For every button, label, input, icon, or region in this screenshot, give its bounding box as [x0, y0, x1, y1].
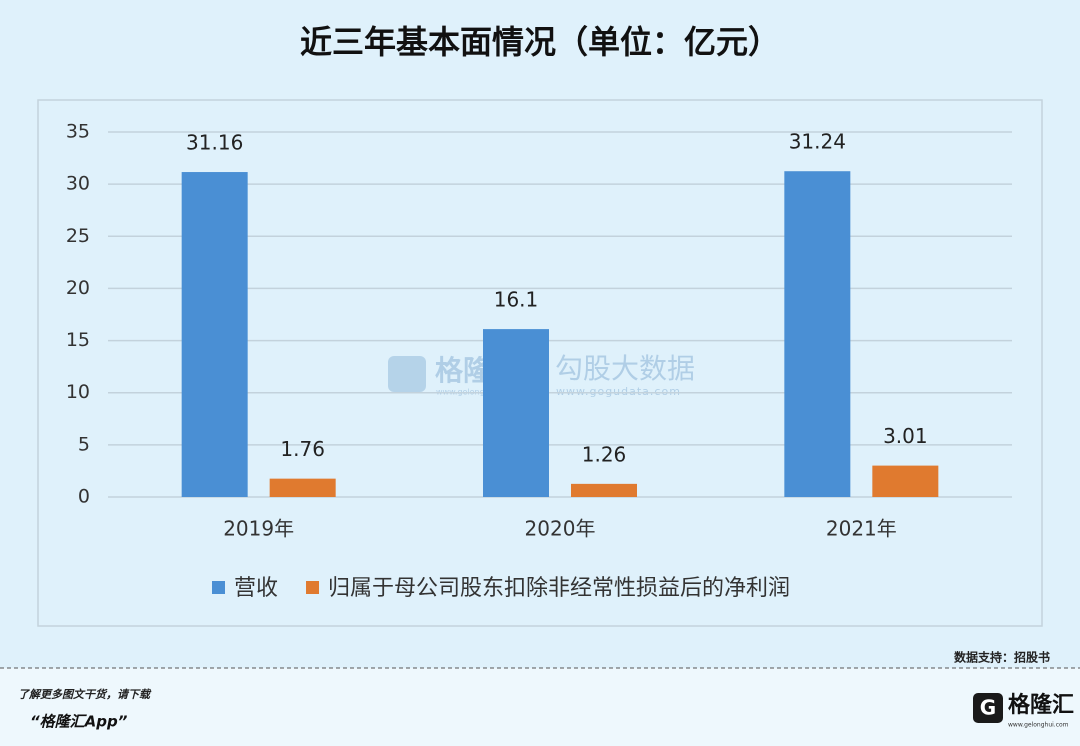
- logo-text: 格隆汇: [1008, 692, 1074, 718]
- y-tick-label: 20: [66, 277, 90, 299]
- y-tick-label: 0: [78, 486, 90, 508]
- legend-label: 营收: [234, 576, 278, 601]
- plot: 0 5 10 15 20 25 30 35 2019年 31.16 1.76 2020年 16.1 1.2…: [66, 121, 1012, 601]
- bar: [571, 483, 637, 497]
- watermark-url: www.gogudata.com: [556, 385, 681, 398]
- app-name: “格隆汇App”: [30, 713, 128, 731]
- logo-letter: G: [980, 696, 996, 720]
- y-tick-label: 30: [66, 173, 90, 195]
- y-tick-label: 15: [66, 329, 90, 351]
- bar: [872, 465, 939, 497]
- legend-swatch: [212, 581, 225, 594]
- watermark-name: 勾股大数据: [555, 352, 695, 385]
- data-label: 31.24: [789, 130, 846, 154]
- bar: [269, 478, 336, 497]
- logo-icon: [973, 693, 1003, 723]
- y-tick-label: 5: [78, 433, 90, 455]
- data-label: 31.16: [186, 131, 243, 155]
- bar: [181, 172, 248, 497]
- y-tick-label: 25: [66, 225, 90, 247]
- x-tick-label: 2020年: [525, 517, 596, 541]
- x-tick-label: 2019年: [223, 517, 294, 541]
- legend-label: 归属于母公司股东扣除非经常性损益后的净利润: [328, 576, 790, 601]
- chart-title: 近三年基本面情况（单位：亿元）: [300, 23, 780, 61]
- promo: 了解更多图文干货，请下载: [18, 688, 152, 701]
- legend-swatch: [306, 581, 320, 594]
- bar: [784, 171, 851, 497]
- y-tick-label: 10: [66, 381, 90, 403]
- data-label: 1.26: [582, 442, 627, 466]
- x-tick-label: 2021年: [826, 517, 897, 541]
- data-label: 3.01: [883, 424, 928, 448]
- y-tick-label: 35: [66, 121, 90, 143]
- watermark-icon: [388, 356, 426, 392]
- bar: [483, 329, 549, 497]
- source: 数据支持：招股书: [954, 650, 1050, 665]
- footer-background: [0, 668, 1080, 746]
- data-label: 16.1: [494, 288, 539, 312]
- data-label: 1.76: [280, 437, 325, 461]
- logo-url: www.gelonghui.com: [1008, 722, 1069, 729]
